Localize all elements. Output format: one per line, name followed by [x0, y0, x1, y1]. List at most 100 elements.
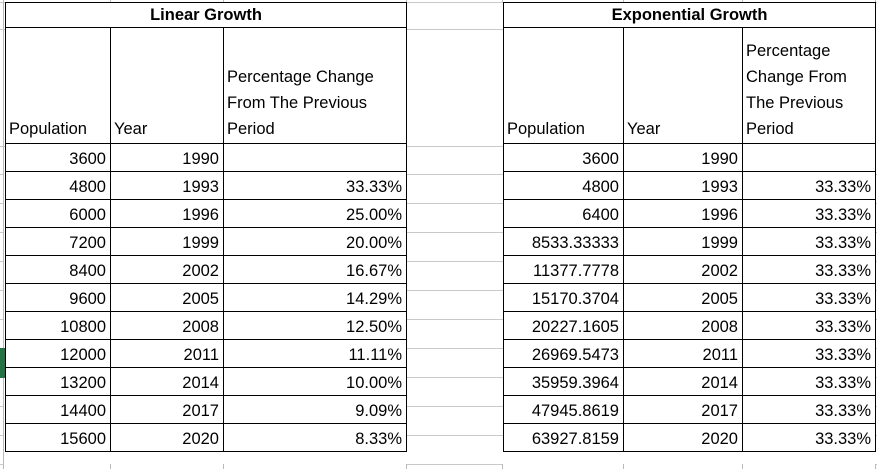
gridline-gap [406, 29, 503, 30]
cell-year[interactable]: 2011 [110, 339, 224, 368]
cell-year[interactable]: 2005 [623, 283, 743, 312]
cell-year[interactable]: 2020 [110, 423, 224, 452]
cell-population[interactable]: 14400 [5, 395, 111, 424]
cell-pct[interactable]: 33.33% [741, 255, 877, 284]
cell-pct[interactable]: 10.00% [223, 367, 407, 396]
table-title-linear[interactable]: Linear Growth [5, 2, 407, 28]
table-row: 26969.5473 2011 33.33% [503, 339, 877, 368]
gridline-sliver [0, 29, 5, 30]
cell-year[interactable]: 1993 [623, 171, 743, 200]
column-header-pct-change[interactable]: Percentage Change From The Previous Peri… [223, 27, 407, 144]
table-row: 15170.3704 2005 33.33% [503, 283, 877, 312]
table-row: 7200 1999 20.00% [5, 227, 407, 256]
cell-pct[interactable]: 33.33% [741, 395, 877, 424]
cell-pct[interactable] [741, 143, 877, 172]
column-header-population[interactable]: Population [5, 27, 111, 144]
column-header-year[interactable]: Year [623, 27, 743, 144]
cell-pct[interactable] [223, 143, 407, 172]
cell-population[interactable]: 9600 [5, 283, 111, 312]
exponential-growth-table: Exponential Growth Population Year Perce… [502, 2, 877, 452]
cell-year[interactable]: 1999 [110, 227, 224, 256]
cell-year[interactable]: 2002 [110, 255, 224, 284]
table-row: 20227.1605 2008 33.33% [503, 311, 877, 340]
table-title-exponential[interactable]: Exponential Growth [502, 2, 877, 28]
gridline-tick [406, 464, 407, 469]
cell-year[interactable]: 2002 [623, 255, 743, 284]
gridline-tick [502, 0, 503, 2]
cell-pct[interactable]: 33.33% [741, 311, 877, 340]
cell-population[interactable]: 13200 [5, 367, 111, 396]
cell-population[interactable]: 11377.7778 [503, 255, 624, 284]
gridline-tick [110, 0, 111, 2]
cell-year[interactable]: 2017 [623, 395, 743, 424]
selection-indicator [0, 348, 5, 378]
cell-year[interactable]: 2008 [623, 311, 743, 340]
cell-population[interactable]: 26969.5473 [503, 339, 624, 368]
cell-population[interactable]: 8400 [5, 255, 111, 284]
cell-year[interactable]: 1993 [110, 171, 224, 200]
cell-pct[interactable]: 16.67% [223, 255, 407, 284]
column-header-pct-change[interactable]: Percentage Change From The Previous Peri… [741, 27, 877, 144]
gridline-tick [223, 0, 224, 2]
cell-population[interactable]: 20227.1605 [503, 311, 624, 340]
cell-year[interactable]: 1999 [623, 227, 743, 256]
gridline-top [0, 2, 877, 3]
cell-year[interactable]: 1996 [110, 199, 224, 228]
cell-year[interactable]: 1990 [110, 143, 224, 172]
table-row: 63927.8159 2020 33.33% [503, 423, 877, 452]
cell-pct[interactable]: 8.33% [223, 423, 407, 452]
cell-population[interactable]: 15600 [5, 423, 111, 452]
column-header-population[interactable]: Population [503, 27, 624, 144]
gridline-left-column [3, 0, 4, 469]
cell-year[interactable]: 1996 [623, 199, 743, 228]
cell-population[interactable]: 63927.8159 [503, 423, 624, 452]
gridline-tick [110, 464, 111, 469]
table-row: 4800 1993 33.33% [503, 171, 877, 200]
cell-pct[interactable]: 33.33% [741, 367, 877, 396]
cell-pct[interactable]: 11.11% [223, 339, 407, 368]
cell-pct[interactable]: 33.33% [741, 339, 877, 368]
cell-pct[interactable]: 33.33% [741, 227, 877, 256]
cell-pct[interactable]: 20.00% [223, 227, 407, 256]
cell-year[interactable]: 2014 [110, 367, 224, 396]
cell-pct[interactable]: 33.33% [741, 199, 877, 228]
cell-year[interactable]: 2014 [623, 367, 743, 396]
cell-population[interactable]: 8533.33333 [503, 227, 624, 256]
gridline-tick [406, 0, 407, 2]
gridline-tick [502, 464, 503, 469]
cell-population[interactable]: 15170.3704 [503, 283, 624, 312]
cell-year[interactable]: 2011 [623, 339, 743, 368]
cell-year[interactable]: 1990 [623, 143, 743, 172]
cell-population[interactable]: 35959.3964 [503, 367, 624, 396]
cell-pct[interactable]: 12.50% [223, 311, 407, 340]
cell-pct[interactable]: 25.00% [223, 199, 407, 228]
cell-pct[interactable]: 33.33% [741, 423, 877, 452]
table-row: 15600 2020 8.33% [5, 423, 407, 452]
cell-population[interactable]: 3600 [503, 143, 624, 172]
cell-year[interactable]: 2008 [110, 311, 224, 340]
cell-year[interactable]: 2005 [110, 283, 224, 312]
cell-population[interactable]: 4800 [503, 171, 624, 200]
cell-year[interactable]: 2020 [623, 423, 743, 452]
cell-population[interactable]: 47945.8619 [503, 395, 624, 424]
cell-pct[interactable]: 14.29% [223, 283, 407, 312]
table-row: 12000 2011 11.11% [5, 339, 407, 368]
cell-population[interactable]: 6400 [503, 199, 624, 228]
column-header-year[interactable]: Year [110, 27, 224, 144]
table-row: 35959.3964 2014 33.33% [503, 367, 877, 396]
table-row: 11377.7778 2002 33.33% [503, 255, 877, 284]
cell-pct[interactable]: 33.33% [223, 171, 407, 200]
table-row: 10800 2008 12.50% [5, 311, 407, 340]
cell-year[interactable]: 2017 [110, 395, 224, 424]
cell-pct[interactable]: 33.33% [741, 283, 877, 312]
cell-population[interactable]: 4800 [5, 171, 111, 200]
cell-population[interactable]: 3600 [5, 143, 111, 172]
cell-population[interactable]: 7200 [5, 227, 111, 256]
cell-population[interactable]: 6000 [5, 199, 111, 228]
cell-pct[interactable]: 9.09% [223, 395, 407, 424]
cell-population[interactable]: 12000 [5, 339, 111, 368]
table-row: 4800 1993 33.33% [5, 171, 407, 200]
cell-pct[interactable]: 33.33% [741, 171, 877, 200]
cell-population[interactable]: 10800 [5, 311, 111, 340]
gridline-gap-rows [406, 146, 503, 465]
